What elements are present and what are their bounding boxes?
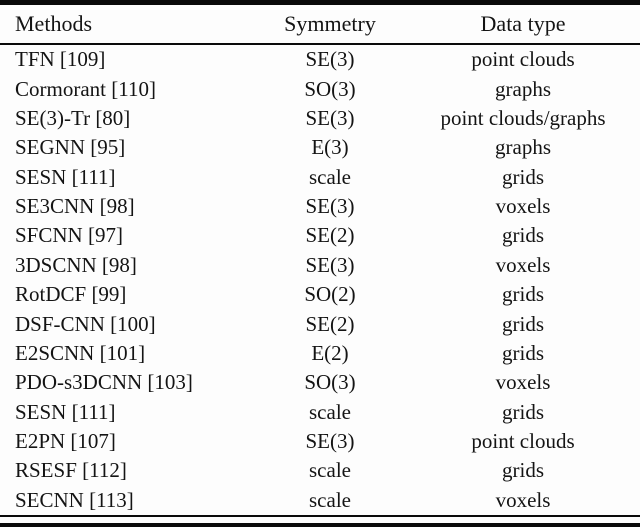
method-cell: SE3CNN [98] [15,194,135,219]
data-type-cell: grids [502,340,544,365]
table-row: RSESF [112] scale grids [0,456,640,485]
table-bottom-rule-thick [0,523,640,527]
data-type-cell: graphs [495,76,551,101]
table-row: SECNN [113] scale voxels [0,486,640,515]
symmetry-cell: SO(2) [304,282,356,307]
method-cell: SESN [111] [15,399,116,424]
symmetry-cell: SE(3) [305,105,355,130]
method-cell: RotDCF [99] [15,282,127,307]
method-cell: SESN [111] [15,164,116,189]
table-row: E2PN [107] SE(3) point clouds [0,427,640,456]
method-cell: SECNN [113] [15,487,134,512]
method-cell: RSESF [112] [15,458,127,483]
method-cell: E2PN [107] [15,429,116,454]
data-type-cell: grids [502,458,544,483]
symmetry-cell: scale [309,399,351,424]
method-cell: TFN [109] [15,47,106,72]
symmetry-cell: SE(3) [305,194,355,219]
symmetry-cell: SE(2) [305,223,355,248]
table-row: SEGNN [95] E(3) graphs [0,133,640,162]
method-cell: SE(3)-Tr [80] [15,105,131,130]
symmetry-cell: scale [309,487,351,512]
data-type-cell: grids [502,223,544,248]
table-row: Cormorant [110] SO(3) graphs [0,74,640,103]
table-row: SE3CNN [98] SE(3) voxels [0,192,640,221]
symmetry-cell: SE(3) [305,47,355,72]
symmetry-cell: E(3) [311,135,349,160]
data-type-cell: voxels [495,194,551,219]
table-header-rule [0,43,640,45]
table-row: SE(3)-Tr [80] SE(3) point clouds/graphs [0,104,640,133]
column-header-data-type: Data type [480,11,566,36]
data-type-cell: voxels [495,252,551,277]
data-type-cell: graphs [495,135,551,160]
table-bottom-rule-thin [0,515,640,517]
method-cell: 3DSCNN [98] [15,252,137,277]
data-type-cell: point clouds [471,47,575,72]
table-top-rule [0,0,640,5]
symmetry-cell: SE(3) [305,252,355,277]
table-header-row: Methods Symmetry Data type [0,5,640,43]
method-cell: Cormorant [110] [15,76,156,101]
method-cell: SEGNN [95] [15,135,126,160]
table-row: RotDCF [99] SO(2) grids [0,280,640,309]
column-header-symmetry: Symmetry [284,11,376,36]
symmetry-cell: SE(2) [305,311,355,336]
symmetry-cell: SO(3) [304,370,356,395]
data-type-cell: grids [502,282,544,307]
symmetry-cell: scale [309,458,351,483]
table-row: SESN [111] scale grids [0,398,640,427]
table-row: SFCNN [97] SE(2) grids [0,221,640,250]
table-row: TFN [109] SE(3) point clouds [0,45,640,74]
symmetry-cell: E(2) [311,340,349,365]
method-cell: SFCNN [97] [15,223,123,248]
data-type-cell: grids [502,399,544,424]
symmetry-cell: SO(3) [304,76,356,101]
data-type-cell: voxels [495,370,551,395]
data-type-cell: point clouds [471,429,575,454]
table-body: TFN [109] SE(3) point clouds Cormorant [… [0,45,640,515]
data-type-cell: point clouds/graphs [440,105,606,130]
symmetry-cell: scale [309,164,351,189]
data-type-cell: grids [502,164,544,189]
method-cell: PDO-s3DCNN [103] [15,370,193,395]
table-row: 3DSCNN [98] SE(3) voxels [0,251,640,280]
table-row: DSF-CNN [100] SE(2) grids [0,309,640,338]
method-cell: E2SCNN [101] [15,340,146,365]
method-cell: DSF-CNN [100] [15,311,156,336]
column-header-methods: Methods [15,11,92,36]
table-row: E2SCNN [101] E(2) grids [0,339,640,368]
table-row: SESN [111] scale grids [0,163,640,192]
data-type-cell: voxels [495,487,551,512]
symmetry-cell: SE(3) [305,429,355,454]
table-row: PDO-s3DCNN [103] SO(3) voxels [0,368,640,397]
data-type-cell: grids [502,311,544,336]
